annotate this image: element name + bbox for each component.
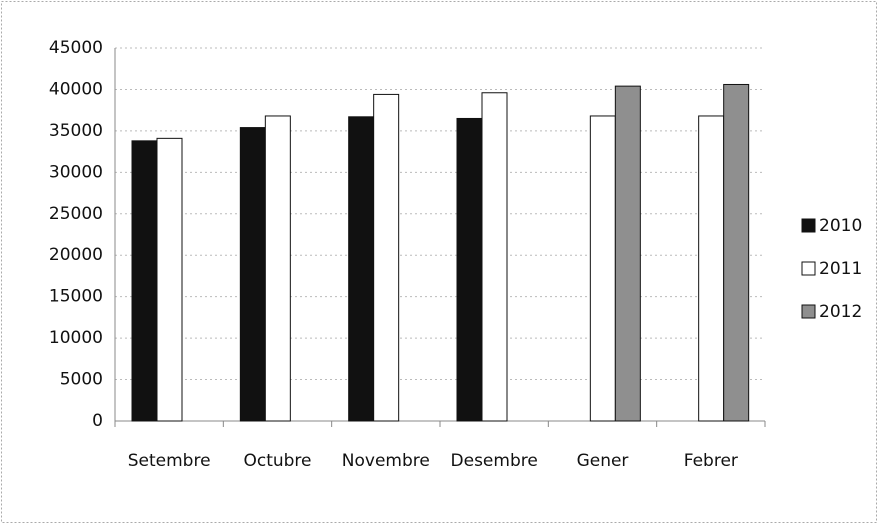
- x-tick-label: Setembre: [128, 451, 211, 471]
- y-tick-label: 35000: [49, 121, 103, 141]
- legend-swatch: [801, 304, 816, 319]
- y-tick-label: 0: [92, 411, 103, 431]
- bar: [589, 115, 616, 422]
- y-tick-label: 45000: [49, 38, 103, 58]
- x-tick-label: Octubre: [243, 451, 311, 471]
- bar: [614, 85, 641, 422]
- y-tick-label: 20000: [49, 245, 103, 265]
- y-tick-label: 5000: [60, 370, 103, 390]
- y-tick-label: 40000: [49, 79, 103, 99]
- bar: [456, 117, 483, 422]
- bar: [156, 137, 183, 422]
- y-tick-label: 25000: [49, 204, 103, 224]
- x-tick-label: Novembre: [342, 451, 430, 471]
- legend-label: 2010: [819, 216, 862, 236]
- bar: [348, 116, 375, 422]
- bar: [481, 92, 508, 422]
- y-tick-label: 10000: [49, 328, 103, 348]
- y-tick-label: 15000: [49, 287, 103, 307]
- bar: [239, 127, 266, 422]
- legend-swatch: [801, 261, 816, 276]
- legend-swatch: [801, 218, 816, 233]
- x-tick-label: Gener: [577, 451, 629, 471]
- legend-label: 2011: [819, 259, 862, 279]
- bar: [723, 83, 750, 422]
- y-tick-label: 30000: [49, 162, 103, 182]
- legend-label: 2012: [819, 302, 862, 322]
- bar: [373, 93, 400, 422]
- bar: [698, 115, 725, 422]
- x-tick-label: Desembre: [451, 451, 538, 471]
- x-tick-label: Febrer: [684, 451, 738, 471]
- bar: [264, 115, 291, 422]
- bar: [131, 140, 158, 422]
